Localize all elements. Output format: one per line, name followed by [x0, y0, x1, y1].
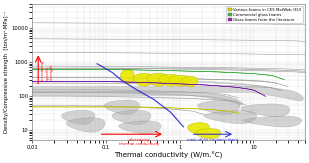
Ellipse shape — [0, 103, 239, 113]
Text: increasing
specific
strength: increasing specific strength — [41, 59, 54, 80]
Ellipse shape — [0, 76, 281, 91]
Ellipse shape — [0, 91, 246, 105]
Ellipse shape — [0, 20, 309, 27]
Ellipse shape — [181, 77, 198, 87]
Ellipse shape — [158, 74, 180, 86]
Ellipse shape — [0, 74, 266, 96]
Ellipse shape — [0, 36, 309, 43]
X-axis label: Thermal conductivity (W/m.°C): Thermal conductivity (W/m.°C) — [114, 152, 223, 159]
Ellipse shape — [0, 73, 278, 84]
Legend: Various foams in CES MatWeb (EU), Commercial glass foams, Glass foams from the l: Various foams in CES MatWeb (EU), Commer… — [226, 6, 303, 23]
Ellipse shape — [0, 63, 309, 77]
Ellipse shape — [0, 72, 288, 87]
Ellipse shape — [204, 111, 256, 124]
Ellipse shape — [0, 90, 243, 105]
Ellipse shape — [0, 84, 239, 98]
Ellipse shape — [188, 123, 210, 134]
Ellipse shape — [119, 121, 161, 134]
Ellipse shape — [196, 129, 221, 139]
Ellipse shape — [168, 75, 190, 86]
Text: trade-off for insulation foams: trade-off for insulation foams — [187, 138, 239, 142]
Ellipse shape — [0, 48, 309, 58]
Ellipse shape — [0, 61, 309, 73]
Ellipse shape — [197, 100, 240, 114]
Ellipse shape — [62, 110, 95, 125]
Ellipse shape — [133, 73, 152, 86]
Ellipse shape — [0, 64, 285, 80]
Ellipse shape — [121, 69, 134, 84]
Ellipse shape — [104, 100, 140, 114]
Ellipse shape — [0, 78, 284, 91]
Ellipse shape — [112, 110, 151, 125]
Ellipse shape — [0, 100, 205, 115]
Ellipse shape — [244, 116, 302, 127]
Ellipse shape — [241, 104, 290, 117]
Text: decreasing
thermal conductivity: decreasing thermal conductivity — [119, 138, 159, 146]
Ellipse shape — [0, 62, 309, 78]
Ellipse shape — [146, 73, 168, 86]
Ellipse shape — [66, 118, 105, 132]
Ellipse shape — [0, 87, 303, 101]
Ellipse shape — [0, 87, 234, 102]
Y-axis label: Density/Compressive strength  [ton/m³·MPa]⁻¹: Density/Compressive strength [ton/m³·MPa… — [4, 11, 9, 133]
